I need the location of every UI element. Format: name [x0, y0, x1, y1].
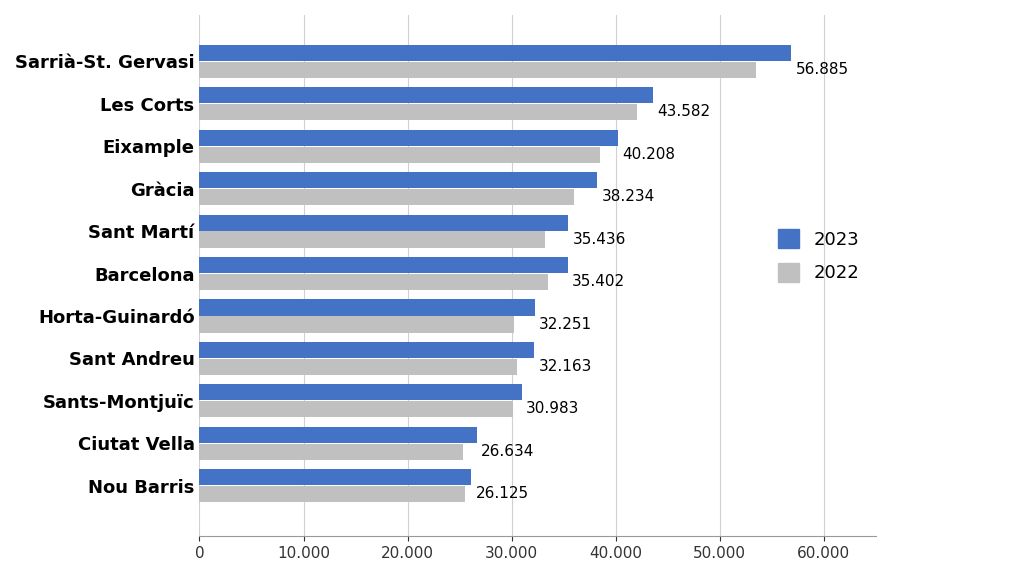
Bar — [200, 232, 545, 248]
Text: 35.436: 35.436 — [572, 232, 626, 247]
Text: 38.234: 38.234 — [601, 189, 654, 204]
Bar — [200, 172, 597, 188]
Text: 32.251: 32.251 — [540, 317, 592, 332]
Bar — [200, 147, 600, 163]
Bar — [200, 486, 465, 502]
Text: 26.634: 26.634 — [481, 444, 535, 459]
Legend: 2023, 2022: 2023, 2022 — [770, 222, 867, 290]
Bar — [200, 359, 517, 375]
Bar — [200, 401, 513, 418]
Bar — [200, 189, 574, 205]
Text: 40.208: 40.208 — [622, 147, 675, 162]
Bar — [200, 469, 471, 486]
Bar — [200, 316, 514, 332]
Bar — [200, 300, 536, 316]
Bar — [200, 62, 756, 78]
Text: 30.983: 30.983 — [526, 401, 580, 416]
Bar — [200, 274, 548, 290]
Text: 26.125: 26.125 — [475, 486, 528, 501]
Bar — [200, 384, 522, 400]
Text: 32.163: 32.163 — [539, 359, 592, 374]
Bar — [200, 45, 792, 61]
Bar — [200, 214, 568, 230]
Bar — [200, 444, 463, 460]
Text: 43.582: 43.582 — [657, 104, 711, 119]
Bar — [200, 427, 476, 443]
Text: 35.402: 35.402 — [572, 274, 626, 289]
Bar — [200, 87, 653, 103]
Bar — [200, 342, 535, 358]
Bar — [200, 130, 617, 146]
Text: 56.885: 56.885 — [796, 62, 849, 77]
Bar — [200, 257, 568, 273]
Bar — [200, 104, 637, 120]
